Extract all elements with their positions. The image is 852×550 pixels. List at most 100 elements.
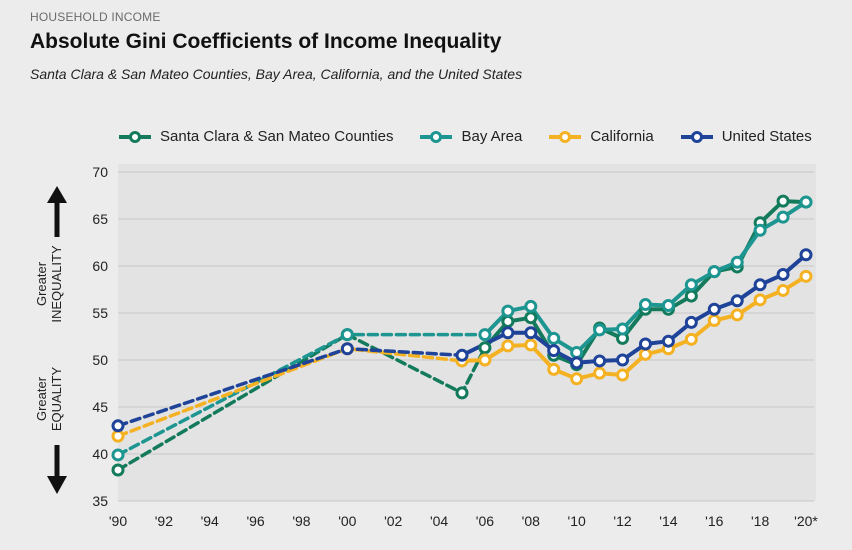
legend-marker [559, 130, 572, 143]
x-tick-label: '20* [794, 513, 818, 529]
data-point [730, 308, 744, 322]
y-tick-label: 60 [92, 258, 108, 274]
data-point [501, 326, 515, 340]
legend-marker [430, 130, 443, 143]
x-tick-label: '04 [430, 513, 448, 529]
data-point [111, 419, 125, 433]
data-point [776, 210, 790, 224]
greater-label-bottom: Greater [34, 376, 49, 422]
data-point [501, 314, 515, 328]
data-point [707, 302, 721, 316]
x-tick-label: '90 [109, 513, 127, 529]
data-point [570, 372, 584, 386]
equality-label: EQUALITY [49, 366, 64, 432]
y-tick-label: 50 [92, 352, 108, 368]
legend-item: Bay Area [419, 128, 522, 145]
data-point [638, 347, 652, 361]
legend-label: Santa Clara & San Mateo Counties [160, 128, 394, 145]
data-point [684, 315, 698, 329]
x-tick-label: '00 [338, 513, 356, 529]
data-point [753, 278, 767, 292]
data-point [455, 386, 469, 400]
x-tick-label: '08 [522, 513, 540, 529]
chart-subtitle: Santa Clara & San Mateo Counties, Bay Ar… [30, 66, 523, 82]
data-point [638, 337, 652, 351]
down-arrow-icon [47, 476, 67, 494]
data-point [616, 368, 630, 382]
data-point [799, 269, 813, 283]
data-point [638, 298, 652, 312]
legend-swatch [549, 130, 582, 143]
greater-inequality-label: Greater INEQUALITY [34, 239, 66, 329]
x-tick-label: '06 [476, 513, 494, 529]
data-point [661, 334, 675, 348]
data-point [593, 366, 607, 380]
data-point [524, 338, 538, 352]
data-point [547, 331, 561, 345]
data-point [776, 267, 790, 281]
legend-swatch [680, 130, 713, 143]
x-tick-label: '96 [246, 513, 264, 529]
data-point [593, 354, 607, 368]
data-point [524, 299, 538, 313]
legend-item: California [548, 128, 654, 145]
data-point [501, 339, 515, 353]
legend-swatch [420, 130, 453, 143]
data-point [570, 345, 584, 359]
data-point [111, 448, 125, 462]
y-tick-label: 55 [92, 305, 108, 321]
data-point [707, 265, 721, 279]
data-point [730, 255, 744, 269]
data-point [684, 278, 698, 292]
data-point [661, 298, 675, 312]
data-point [593, 323, 607, 337]
series-dashed-line [116, 332, 487, 472]
x-tick-label: '94 [201, 513, 219, 529]
greater-equality-label: Greater EQUALITY [34, 354, 66, 444]
data-point [776, 283, 790, 297]
x-tick-label: '14 [659, 513, 677, 529]
data-point [570, 356, 584, 370]
x-tick-label: '98 [292, 513, 310, 529]
data-point [524, 326, 538, 340]
y-tick-label: 35 [92, 493, 108, 509]
legend-label: California [590, 128, 654, 145]
data-point [799, 248, 813, 262]
chart-title: Absolute Gini Coefficients of Income Ine… [30, 30, 502, 53]
data-point [776, 194, 790, 208]
x-tick-label: '18 [751, 513, 769, 529]
legend-item: Santa Clara & San Mateo Counties [118, 128, 393, 145]
data-point [478, 353, 492, 367]
data-point [616, 353, 630, 367]
eyebrow-label: HOUSEHOLD INCOME [30, 10, 161, 24]
x-tick-label: '02 [384, 513, 402, 529]
x-tick-label: '16 [705, 513, 723, 529]
x-tick-label: '12 [613, 513, 631, 529]
data-point [753, 293, 767, 307]
legend-marker [690, 130, 703, 143]
inequality-label: INEQUALITY [49, 245, 64, 323]
data-point [478, 328, 492, 342]
legend: Santa Clara & San Mateo Counties Bay Area… [118, 128, 812, 145]
data-point [501, 304, 515, 318]
y-tick-label: 45 [92, 399, 108, 415]
series-line [461, 274, 808, 381]
data-point [111, 429, 125, 443]
up-arrow-icon [47, 186, 67, 203]
plot-area [118, 164, 816, 501]
data-point [524, 311, 538, 325]
legend-swatch [119, 130, 151, 143]
data-point [799, 195, 813, 209]
data-point [111, 463, 125, 477]
x-tick-label: '10 [568, 513, 586, 529]
data-point [478, 341, 492, 355]
y-tick-label: 70 [92, 164, 108, 180]
data-point [707, 314, 721, 328]
legend-item: United States [680, 128, 812, 145]
greater-label-top: Greater [34, 261, 49, 307]
data-point [684, 289, 698, 303]
legend-label: United States [721, 128, 812, 145]
y-tick-label: 65 [92, 211, 108, 227]
data-point [730, 294, 744, 308]
